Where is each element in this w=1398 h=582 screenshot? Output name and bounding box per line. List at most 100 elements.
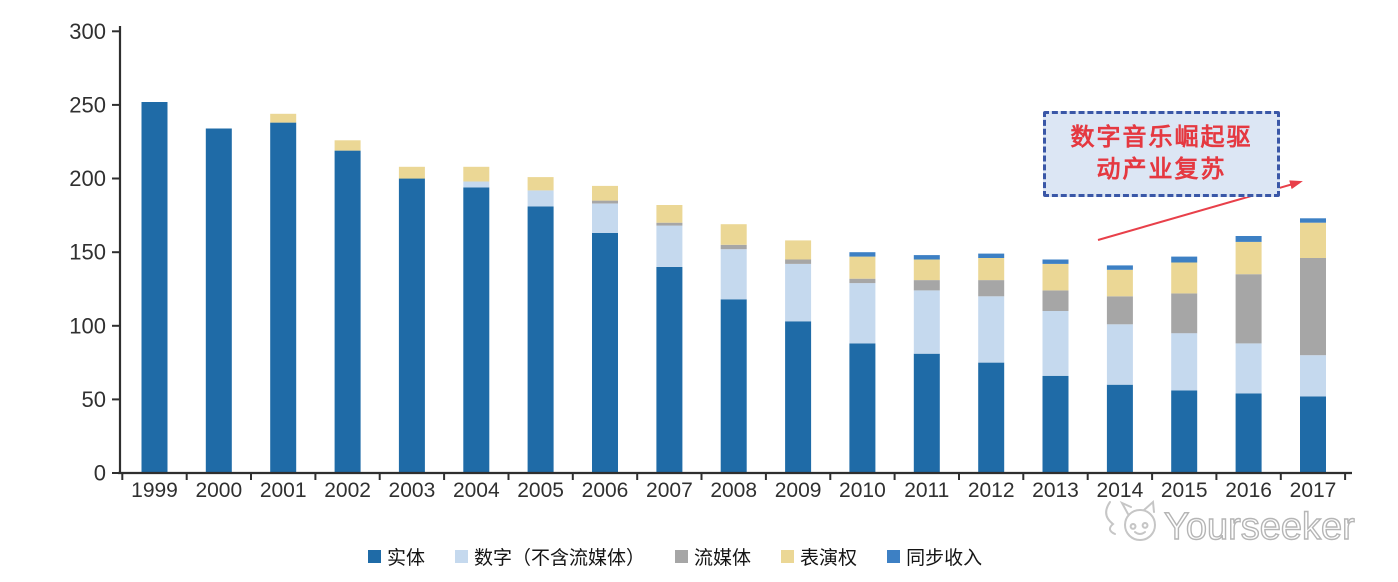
- x-tick-label: 2017: [1290, 479, 1337, 502]
- bar-segment-performance-rights: [270, 113, 297, 123]
- bar-segment-performance-rights: [785, 240, 812, 260]
- bar-1999: [141, 102, 168, 473]
- bar-segment-physical: [1235, 393, 1262, 473]
- bar-2010: [849, 252, 876, 473]
- x-tick-label: 2007: [646, 479, 693, 502]
- bar-segment-digital-excl-streaming: [1300, 355, 1326, 397]
- y-tick-label: 0: [94, 461, 106, 486]
- bar-2013: [1042, 259, 1069, 473]
- x-tick-label: 2002: [324, 479, 371, 502]
- x-tick-label: 2015: [1161, 479, 1208, 502]
- bar-segment-streaming: [849, 278, 876, 284]
- bar-segment-physical: [1171, 390, 1198, 473]
- bar-segment-performance-rights: [656, 205, 683, 223]
- bar-segment-streaming: [720, 244, 747, 250]
- bar-2004: [463, 166, 490, 473]
- bar-segment-streaming: [1042, 290, 1069, 311]
- bar-segment-performance-rights: [592, 185, 618, 201]
- bar-segment-performance-rights: [1235, 241, 1262, 275]
- x-tick-label: 1999: [131, 479, 178, 502]
- x-tick-label: 2006: [582, 479, 629, 502]
- bar-2015: [1171, 256, 1198, 473]
- bar-segment-physical: [785, 321, 812, 473]
- legend-swatch-performance-rights: [781, 550, 795, 563]
- bar-2011: [913, 255, 940, 473]
- bar-segment-sync-revenue: [1300, 218, 1326, 223]
- y-tick-label: 300: [69, 19, 106, 44]
- x-tick-label: 2009: [775, 479, 822, 502]
- x-tick-label: 2004: [453, 479, 500, 502]
- legend-item-physical: 实体: [368, 543, 425, 570]
- legend-label-streaming: 流媒体: [694, 548, 752, 569]
- bar-2009: [785, 240, 812, 473]
- annotation-line-1: 数字音乐崛起驱: [1070, 124, 1253, 151]
- x-tick-label: 2008: [710, 479, 757, 502]
- y-tick-label: 100: [69, 313, 106, 338]
- bar-2017: [1300, 218, 1326, 473]
- x-tick-label: 2012: [968, 479, 1015, 502]
- bar-segment-digital-excl-streaming: [913, 290, 940, 354]
- bar-segment-performance-rights: [978, 258, 1005, 281]
- bar-segment-performance-rights: [720, 224, 747, 245]
- bar-segment-streaming: [978, 280, 1005, 297]
- bar-segment-digital-excl-streaming: [463, 181, 490, 188]
- bar-segment-streaming: [785, 259, 812, 264]
- legend-label-physical: 实体: [387, 548, 426, 569]
- bar-2000: [205, 128, 232, 473]
- bar-segment-performance-rights: [527, 177, 554, 191]
- bar-segment-physical: [978, 362, 1005, 473]
- bar-segment-streaming: [913, 280, 940, 291]
- bar-segment-physical: [656, 266, 683, 473]
- bar-2014: [1106, 265, 1133, 473]
- bar-segment-digital-excl-streaming: [1042, 311, 1069, 376]
- bar-segment-digital-excl-streaming: [849, 283, 876, 344]
- bar-segment-physical: [720, 299, 747, 473]
- bar-segment-performance-rights: [1171, 262, 1198, 294]
- y-tick-label: 250: [69, 92, 106, 117]
- annotation-callout: 数字音乐崛起驱 动产业复苏: [1043, 111, 1280, 197]
- bar-segment-physical: [849, 343, 876, 473]
- bar-segment-performance-rights: [1042, 263, 1069, 291]
- bar-segment-physical: [913, 353, 940, 473]
- bar-2008: [720, 224, 747, 473]
- x-tick-label: 2010: [839, 479, 886, 502]
- bar-2005: [527, 177, 554, 473]
- bar-segment-digital-excl-streaming: [1171, 333, 1198, 391]
- legend-swatch-streaming: [675, 550, 689, 563]
- bar-segment-performance-rights: [913, 259, 940, 281]
- bar-segment-digital-excl-streaming: [592, 203, 618, 233]
- bar-segment-physical: [1300, 396, 1326, 473]
- legend-item-sync-revenue: 同步收入: [887, 543, 982, 570]
- bar-segment-performance-rights: [334, 140, 361, 151]
- bar-2002: [334, 140, 361, 473]
- x-tick-label: 2016: [1225, 479, 1272, 502]
- bar-2016: [1235, 236, 1262, 473]
- bar-2001: [270, 113, 297, 473]
- legend-item-performance-rights: 表演权: [781, 543, 857, 570]
- bar-segment-sync-revenue: [1042, 259, 1069, 264]
- bar-segment-performance-rights: [463, 166, 490, 182]
- bar-segment-physical: [398, 178, 425, 473]
- bar-segment-digital-excl-streaming: [978, 296, 1005, 363]
- legend-item-digital-excl-streaming: 数字（不含流媒体）: [455, 543, 645, 570]
- bar-segment-physical: [205, 128, 232, 473]
- legend-item-streaming: 流媒体: [675, 543, 751, 570]
- bar-segment-physical: [270, 122, 297, 473]
- bar-segment-digital-excl-streaming: [785, 263, 812, 322]
- y-tick-label: 200: [69, 166, 106, 191]
- legend-label-performance-rights: 表演权: [800, 548, 858, 569]
- x-tick-label: 2005: [517, 479, 564, 502]
- legend-label-digital-excl-streaming: 数字（不含流媒体）: [474, 548, 646, 569]
- bar-segment-physical: [1042, 375, 1069, 473]
- bar-segment-sync-revenue: [978, 253, 1005, 258]
- bar-segment-sync-revenue: [913, 255, 940, 260]
- chart-legend: 实体 数字（不含流媒体） 流媒体 表演权 同步收入: [368, 543, 982, 570]
- bar-segment-sync-revenue: [1171, 256, 1198, 263]
- bar-segment-digital-excl-streaming: [1106, 324, 1133, 385]
- legend-swatch-physical: [368, 550, 381, 563]
- legend-swatch-digital-excl-streaming: [455, 550, 469, 563]
- x-tick-label: 2000: [195, 479, 242, 502]
- bar-segment-performance-rights: [849, 256, 876, 279]
